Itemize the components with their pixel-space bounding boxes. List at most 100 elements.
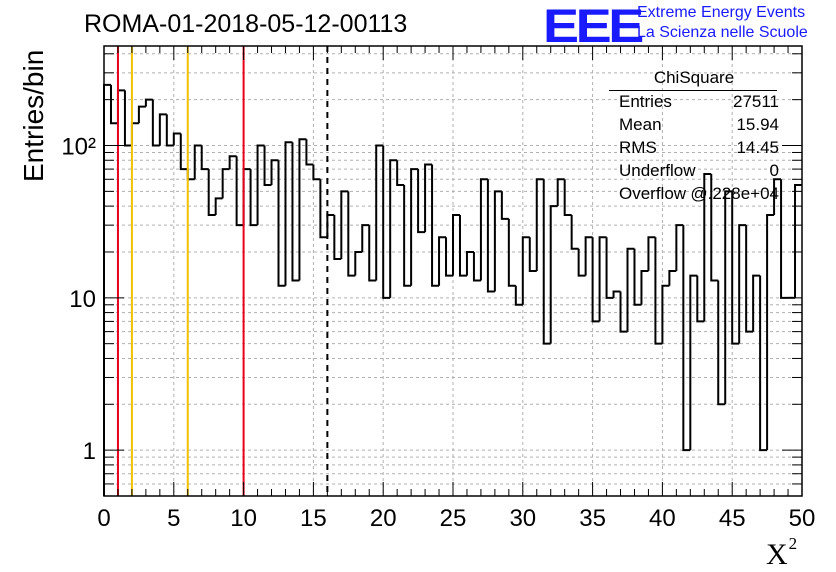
stats-value: @.228e+04 — [690, 184, 779, 203]
histogram-bin — [305, 139, 314, 166]
y-tick-label: 10² — [61, 133, 96, 160]
histogram-bin — [619, 291, 628, 333]
histogram-bin — [424, 163, 433, 233]
histogram-bin — [151, 99, 160, 147]
histogram-bin — [445, 237, 453, 277]
histogram-bin — [256, 144, 265, 226]
grid-layer — [104, 46, 802, 497]
logo-subtitle-line1: Extreme Energy Events — [637, 4, 806, 21]
histogram-bin — [773, 178, 782, 215]
histogram-bin — [584, 236, 593, 276]
histogram-bin — [556, 178, 565, 207]
histogram-bin — [193, 144, 202, 180]
histogram-bin — [731, 191, 740, 345]
histogram-bin — [298, 138, 307, 281]
x-tick-label: 40 — [649, 505, 676, 532]
histogram-bin — [710, 173, 719, 282]
histogram-bin — [605, 237, 614, 299]
histogram-bin — [172, 132, 181, 146]
histogram-bin — [123, 90, 132, 147]
histogram-bin — [165, 114, 174, 147]
histogram-bin — [116, 89, 125, 124]
histogram-bin — [724, 190, 733, 405]
histogram-bin — [284, 141, 293, 286]
histogram-bin — [179, 133, 188, 171]
histogram-bin — [780, 179, 789, 299]
histogram-bin — [389, 159, 398, 298]
histogram-bin — [109, 84, 118, 125]
histogram-bin — [570, 214, 579, 250]
histogram-bin — [333, 214, 342, 260]
histogram-bin — [368, 225, 377, 282]
histogram-bin — [668, 270, 677, 286]
marker-lines-layer — [116, 46, 329, 496]
histogram-bin — [626, 247, 635, 332]
histogram-bin — [752, 274, 761, 332]
histogram-bin — [682, 225, 691, 452]
histogram-bin — [500, 191, 509, 220]
histogram-bin — [521, 236, 530, 305]
eee-logo: EEE — [543, 0, 644, 52]
stats-box-title: ChiSquare — [653, 68, 735, 87]
histogram-bin — [486, 179, 495, 293]
histogram-bin — [144, 98, 153, 107]
histogram-bin — [507, 218, 516, 287]
x-tick-label: 25 — [440, 505, 467, 532]
histogram-bin — [431, 164, 440, 287]
stats-key: Underflow — [619, 161, 696, 180]
stats-box-rule — [609, 90, 777, 91]
histogram-bin — [277, 160, 286, 287]
histogram-bin — [696, 275, 705, 323]
histogram-bin — [186, 169, 195, 181]
histogram-bin — [759, 275, 768, 452]
histogram-bin — [347, 191, 356, 277]
histogram-bin — [438, 236, 447, 286]
histogram-bin — [493, 190, 502, 292]
stats-key: Entries — [619, 92, 672, 111]
histogram-bin — [103, 83, 111, 496]
histogram-bin — [130, 122, 139, 146]
histogram-bin — [465, 250, 474, 276]
histogram-bin — [633, 248, 642, 306]
histogram-bin — [591, 237, 600, 323]
histogram-bin — [137, 105, 146, 124]
histogram-bin — [312, 164, 321, 181]
histogram-bin — [528, 237, 537, 272]
histogram-layer — [103, 83, 802, 496]
histogram-bin — [563, 179, 572, 216]
histogram-bin — [242, 168, 251, 226]
histogram-bin — [542, 179, 551, 345]
histogram-bin — [228, 155, 237, 170]
stats-value: 15.94 — [736, 115, 779, 134]
histogram-bin — [326, 213, 335, 238]
histogram-bin — [703, 172, 712, 322]
histogram-bin — [375, 144, 384, 281]
histogram-bin — [200, 145, 209, 171]
tick-labels-layer: 0 5 10 15 20 25 30 35 40 45 50 1 10 10² — [61, 133, 815, 532]
histogram-bin — [479, 178, 488, 281]
histogram-bin — [654, 237, 663, 345]
histogram-bin — [235, 156, 244, 227]
x-axis-label: X2 — [766, 534, 797, 572]
histogram-bin — [640, 270, 649, 305]
stats-key: RMS — [619, 138, 657, 157]
histogram-bin — [319, 179, 328, 239]
histogram-bin — [249, 169, 258, 227]
x-tick-label: 20 — [370, 505, 397, 532]
x-tick-label: 35 — [579, 505, 606, 532]
histogram-bin — [458, 214, 467, 277]
histogram-bin — [403, 185, 412, 287]
histogram-bin — [221, 168, 230, 199]
histogram-bin — [745, 225, 754, 333]
histogram-bin — [661, 284, 670, 344]
histogram-bin — [689, 274, 698, 451]
histogram-bin — [361, 224, 370, 252]
histogram-bin — [647, 236, 656, 271]
histogram-bin — [535, 178, 544, 271]
stats-box: ChiSquare Entries 27511 Mean 15.94 RMS 1… — [609, 68, 779, 218]
histogram-bin — [738, 224, 747, 344]
histogram-bin — [717, 280, 726, 406]
histogram-bin — [158, 113, 167, 146]
